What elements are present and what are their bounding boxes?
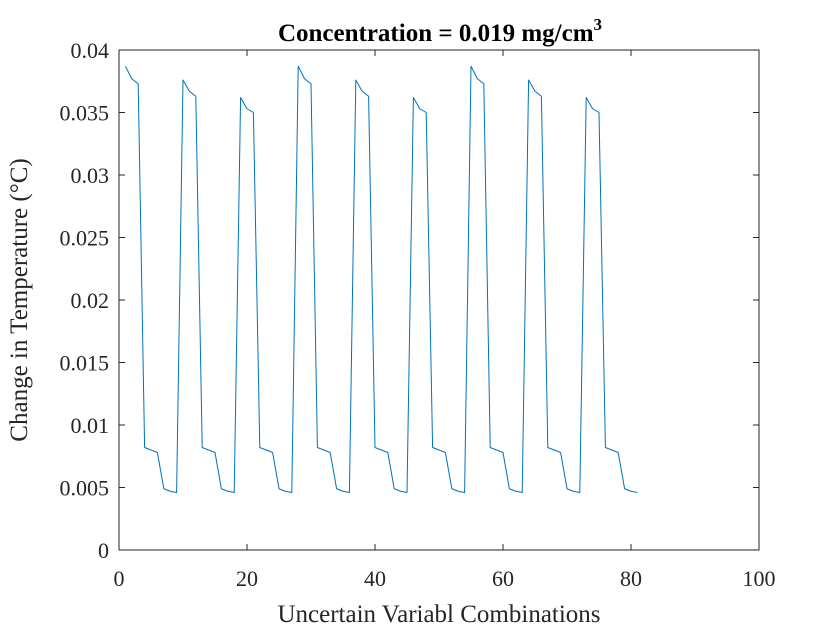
x-tick-label: 100 [743, 566, 776, 591]
x-tick-label: 60 [492, 566, 514, 591]
chart-title: Concentration = 0.019 mg/cm3 [278, 15, 602, 47]
series-layer [124, 65, 638, 493]
plot-background [119, 50, 759, 550]
y-tick-label: 0.015 [60, 351, 110, 376]
y-tick-label: 0.025 [60, 226, 110, 251]
y-tick-label: 0.035 [60, 101, 110, 126]
x-tick-label: 40 [364, 566, 386, 591]
y-axis: 0 0.005 0.01 0.015 0.02 0.025 0.03 0.035 0.04 [60, 38, 759, 563]
y-tick-label: 0.005 [60, 476, 110, 501]
x-tick-label: 0 [114, 566, 125, 591]
y-tick-label: 0.04 [71, 38, 110, 63]
chart-title-superscript: 3 [594, 15, 603, 34]
y-tick-label: 0.03 [71, 163, 110, 188]
plot-area [119, 50, 759, 550]
x-tick-label: 80 [620, 566, 642, 591]
x-axis-label: Uncertain Variabl Combinations [277, 601, 600, 628]
x-tick-label: 20 [236, 566, 258, 591]
series-line [124, 65, 638, 493]
y-tick-label: 0.02 [71, 288, 110, 313]
x-axis: 0 20 40 60 80 100 [114, 50, 776, 591]
plot-frame [118, 49, 760, 551]
y-tick-label: 0 [98, 538, 109, 563]
y-tick-label: 0.01 [71, 413, 110, 438]
y-axis-label: Change in Temperature (°C) [6, 158, 33, 441]
